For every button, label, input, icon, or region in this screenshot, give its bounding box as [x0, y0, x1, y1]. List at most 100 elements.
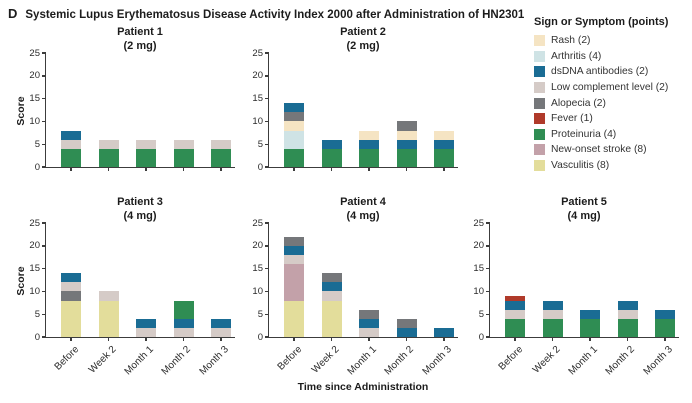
bar-week-2 [98, 291, 119, 337]
chart-subtitle: (4 mg) [567, 209, 601, 222]
y-tick [265, 245, 269, 247]
legend-item-low_complement: Low complement level (2) [534, 80, 692, 96]
y-tick [265, 143, 269, 145]
bar-segment-alopecia [61, 291, 81, 301]
y-tick [265, 313, 269, 315]
x-tick-label: Week 2 [309, 344, 342, 376]
legend-item-label: dsDNA antibodies (2) [551, 66, 649, 78]
y-tick-label: 5 [34, 138, 40, 150]
alopecia-swatch [534, 97, 545, 109]
chart-subtitle: (2 mg) [346, 39, 380, 52]
x-tick-label: Before [496, 344, 525, 373]
y-tick-label: 25 [473, 217, 484, 229]
score-axis-label: Score [15, 266, 27, 296]
y-tick [265, 336, 269, 338]
y-tick-label: 10 [252, 285, 263, 297]
chart-title-block: Patient 2 (2 mg) [268, 26, 458, 54]
chart-title-block: Patient 5 (4 mg) [489, 196, 679, 224]
bar-segment-alopecia [321, 273, 342, 283]
legend-item-label: Vasculitis (8) [551, 160, 610, 172]
x-tick-label: Month 3 [641, 344, 675, 378]
proteinuria-swatch [534, 128, 545, 140]
legend-item-arthritis: Arthritis (4) [534, 49, 692, 65]
x-tick [551, 337, 554, 341]
legend-title: Sign or Symptom (points) [534, 16, 669, 28]
bar-segment-vasculitis [98, 300, 119, 337]
y-tick [486, 313, 490, 315]
bar-before [505, 296, 525, 337]
y-tick-label: 0 [478, 331, 484, 343]
bar-segment-vasculitis [284, 300, 304, 337]
legend-item-label: Alopecia (2) [551, 97, 606, 109]
y-tick [42, 290, 46, 293]
y-tick-label: 10 [473, 285, 484, 297]
y-tick-label: 15 [473, 263, 484, 275]
y-tick-label: 20 [29, 70, 40, 82]
legend-items: Rash (2) Arthritis (4) dsDNA antibodies (2… [534, 33, 692, 173]
y-tick [42, 97, 46, 100]
x-tick-label: Before [275, 344, 304, 373]
y-tick [486, 267, 490, 270]
x-tick [443, 337, 445, 341]
bar-month-2 [173, 139, 194, 167]
bar-month-2 [396, 121, 417, 167]
bar-segment-alopecia [396, 318, 417, 328]
y-tick-label: 0 [257, 331, 263, 343]
legend-item-dsdna: dsDNA antibodies (2) [534, 64, 692, 80]
bar-before [61, 273, 81, 337]
bar-segment-low_complement [98, 291, 119, 301]
bar-week-2 [321, 139, 342, 167]
vasculitis-swatch [534, 160, 545, 172]
x-tick-label: Month 3 [197, 344, 231, 378]
y-tick [42, 313, 46, 315]
x-tick [405, 167, 408, 171]
y-tick-label: 5 [478, 308, 484, 320]
x-tick [70, 167, 72, 171]
bar-segment-fever [505, 296, 525, 301]
bar-segment-low_complement [359, 327, 379, 337]
x-tick [330, 337, 333, 341]
bar-segment-proteinuria [542, 318, 563, 337]
x-tick [220, 167, 222, 171]
y-tick [42, 143, 46, 145]
y-tick [42, 166, 46, 168]
plot-area: 0 5 10 15 20 25 [252, 48, 458, 173]
bar-segment-dsdna [284, 103, 304, 113]
legend-item-alopecia: Alopecia (2) [534, 95, 692, 111]
bar-segment-dsdna [359, 139, 379, 149]
legend-item-label: Rash (2) [551, 35, 591, 47]
bar-segment-rash [396, 130, 417, 140]
legend-item-proteinuria: Proteinuria (4) [534, 127, 692, 143]
bar-segment-proteinuria [655, 318, 675, 337]
bar-segment-proteinuria [211, 148, 231, 167]
bar-segment-alopecia [284, 236, 304, 246]
y-tick [42, 52, 46, 54]
bar-segment-dsdna [617, 300, 638, 310]
x-tick-label: Month 2 [159, 344, 194, 378]
y-tick [42, 222, 46, 224]
bar-before [284, 236, 304, 337]
bar-month-1 [136, 318, 156, 337]
plot-wrap: 0 5 10 15 20 25 Before Week 2 Month 1 Month 2 Mont… [473, 218, 679, 377]
plot-wrap: 0 5 10 15 20 25 [252, 48, 458, 173]
y-tick-label: 5 [257, 138, 263, 150]
bar-segment-proteinuria [284, 148, 304, 167]
y-tick [265, 267, 269, 270]
chart-patient-2: Patient 2 (2 mg) 0 5 10 15 20 25 [238, 26, 460, 173]
y-tick [265, 75, 269, 77]
y-tick-label: 10 [29, 115, 40, 127]
x-tick [145, 337, 147, 341]
x-tick-label: Before [52, 344, 81, 373]
y-tick [265, 120, 269, 123]
chart-title: Patient 1 [117, 26, 163, 38]
bar-segment-dsdna [396, 327, 417, 337]
bar-segment-low_complement [211, 327, 231, 337]
bar-month-3 [211, 139, 231, 167]
chart-title: Patient 2 [340, 26, 386, 38]
bar-week-2 [98, 139, 119, 167]
bar-segment-proteinuria [136, 148, 156, 167]
y-tick [265, 52, 269, 54]
panel-letter: D [8, 6, 18, 21]
x-tick [293, 337, 295, 341]
